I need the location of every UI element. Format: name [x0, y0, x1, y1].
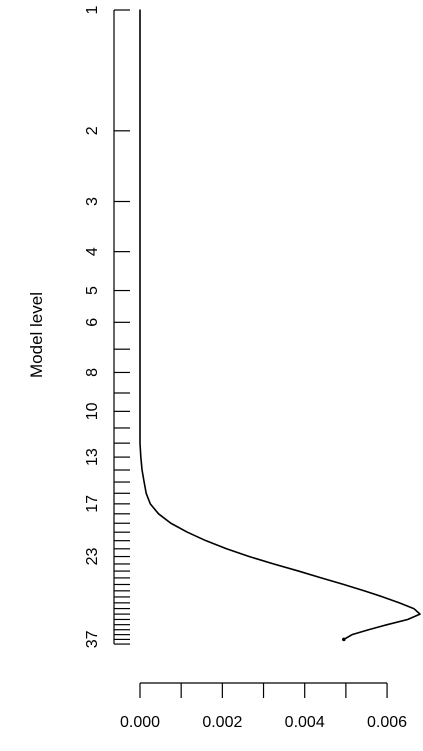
x-tick-label: 0.000 — [120, 714, 160, 731]
x-axis: 0.000 0.002 0.004 0.006 — [120, 682, 407, 731]
x-tick-label: 0.006 — [367, 714, 407, 731]
x-tick-label: 0.002 — [202, 714, 242, 731]
y-tick-label: 1 — [84, 5, 101, 14]
y-tick-label: 3 — [84, 197, 101, 206]
y-tick-label: 23 — [84, 548, 101, 566]
plot-area — [139, 9, 421, 642]
y-tick-label: 8 — [84, 368, 101, 377]
series-line — [139, 9, 421, 641]
y-tick-label: 4 — [84, 247, 101, 256]
y-tick-label: 13 — [84, 448, 101, 466]
y-tick-label: 10 — [84, 402, 101, 420]
series-end-point — [342, 637, 346, 642]
x-tick-label: 0.004 — [285, 714, 325, 731]
y-tick-label: 17 — [84, 495, 101, 513]
y-tick-label: 6 — [84, 318, 101, 327]
y-tick-label: 37 — [84, 630, 101, 648]
y-axis-label: Model level — [27, 292, 46, 378]
y-tick-label: 5 — [84, 286, 101, 295]
y-tick-label: 2 — [84, 126, 101, 135]
